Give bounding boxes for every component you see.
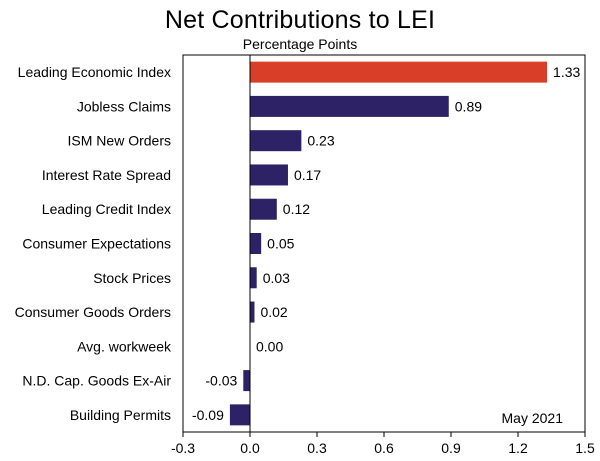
x-tick-label: 1.5 bbox=[575, 440, 595, 456]
chart-subtitle: Percentage Points bbox=[242, 36, 358, 52]
x-tick-label: 0.0 bbox=[240, 440, 260, 456]
category-label: Leading Credit Index bbox=[42, 201, 171, 217]
date-annotation: May 2021 bbox=[502, 410, 564, 426]
category-label: Interest Rate Spread bbox=[42, 167, 171, 183]
bar-consumer-expectations bbox=[250, 233, 262, 254]
category-label: N.D. Cap. Goods Ex-Air bbox=[22, 373, 171, 389]
x-tick-label: 1.2 bbox=[508, 440, 528, 456]
x-tick-label: -0.3 bbox=[171, 440, 195, 456]
value-label: 1.33 bbox=[553, 64, 580, 80]
value-label: 0.17 bbox=[294, 167, 321, 183]
x-tick-label: 0.9 bbox=[441, 440, 461, 456]
bar-stock-prices bbox=[250, 267, 257, 289]
value-label: 0.12 bbox=[283, 201, 310, 217]
bar-interest-rate-spread bbox=[250, 164, 288, 186]
bar-jobless-claims bbox=[250, 95, 449, 117]
category-label: Building Permits bbox=[70, 407, 171, 423]
value-label: -0.09 bbox=[192, 407, 224, 423]
bar-leading-economic-index bbox=[250, 61, 548, 83]
value-label: 0.03 bbox=[263, 270, 290, 286]
bar-n-d-cap-goods-ex-air bbox=[243, 370, 250, 392]
value-label: -0.03 bbox=[205, 373, 237, 389]
value-label: 0.23 bbox=[307, 133, 334, 149]
category-label: Consumer Expectations bbox=[22, 236, 171, 252]
value-label: 0.02 bbox=[260, 304, 287, 320]
value-label: 0.05 bbox=[267, 236, 294, 252]
category-label: ISM New Orders bbox=[68, 133, 171, 149]
x-tick-label: 0.3 bbox=[307, 440, 327, 456]
bar-ism-new-orders bbox=[250, 130, 302, 152]
category-label: Consumer Goods Orders bbox=[15, 304, 171, 320]
bar-consumer-goods-orders bbox=[250, 301, 255, 323]
x-tick-label: 0.6 bbox=[374, 440, 394, 456]
bar-leading-credit-index bbox=[250, 198, 277, 220]
category-label: Jobless Claims bbox=[77, 98, 171, 114]
category-label: Leading Economic Index bbox=[18, 64, 171, 80]
value-label: 0.89 bbox=[455, 98, 482, 114]
bar-building-permits bbox=[229, 404, 250, 426]
chart-title: Net Contributions to LEI bbox=[164, 6, 436, 34]
category-label: Avg. workweek bbox=[77, 338, 172, 354]
value-label: 0.00 bbox=[256, 338, 283, 354]
category-label: Stock Prices bbox=[93, 270, 171, 286]
